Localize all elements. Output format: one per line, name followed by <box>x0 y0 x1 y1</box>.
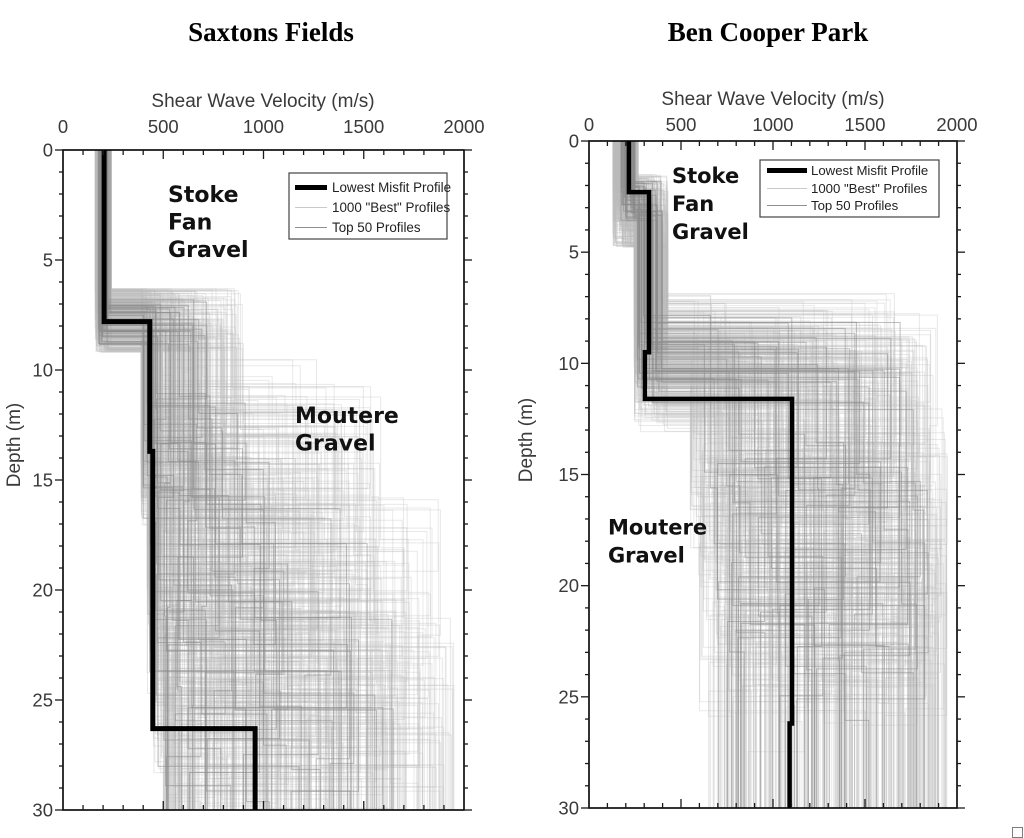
y-tick-label: 0 <box>43 140 53 161</box>
legend-entry-label: Top 50 Profiles <box>811 198 899 213</box>
y-tick-label: 25 <box>558 686 579 707</box>
y-tick-label: 20 <box>558 575 579 596</box>
best-1000-profiles <box>94 150 455 810</box>
x-axis-label: Shear Wave Velocity (m/s) <box>661 89 884 110</box>
legend: Lowest Misfit Profile 1000 "Best" Profile… <box>759 159 940 218</box>
legend-entry-label: 1000 "Best" Profiles <box>811 181 928 196</box>
chart-title: Saxtons Fields <box>188 17 354 47</box>
x-tick-label: 0 <box>584 114 594 135</box>
y-axis-label: Depth (m) <box>4 403 25 487</box>
y-tick-label: 30 <box>558 798 579 819</box>
legend-entry-label: 1000 "Best" Profiles <box>332 200 450 215</box>
annotation-stoke-fan-gravel: Stoke <box>168 183 238 208</box>
y-tick-label: 30 <box>32 800 53 821</box>
axis-ticks <box>581 140 965 809</box>
corner-checkbox[interactable] <box>1012 827 1023 838</box>
y-tick-label: 25 <box>32 690 53 711</box>
annotation-stoke-fan-gravel: Stoke <box>672 164 739 188</box>
x-tick-label: 500 <box>148 116 179 137</box>
annotation-stoke-fan-gravel: Fan <box>168 210 212 235</box>
y-tick-label: 10 <box>558 353 579 374</box>
legend-entry-label: Lowest Misfit Profile <box>811 163 928 178</box>
x-tick-label: 1000 <box>752 114 793 135</box>
annotation-moutere-gravel: Moutere <box>608 516 707 540</box>
x-tick-label: 500 <box>666 114 697 135</box>
annotation-moutere-gravel: Gravel <box>608 544 685 568</box>
annotation-stoke-fan-gravel: Gravel <box>672 220 749 244</box>
axis-ticks <box>55 149 472 811</box>
x-axis-label: Shear Wave Velocity (m/s) <box>151 91 374 112</box>
top-50-profiles <box>97 150 394 810</box>
lowest-misfit-profile-line <box>101 150 258 810</box>
lowest-misfit-profile-line <box>626 141 795 808</box>
y-tick-label: 5 <box>43 250 53 271</box>
chart-ben-cooper-park: 0 500 1000 1500 2000 0 5 10 15 20 25 30 Shear Wave V… <box>516 17 978 819</box>
legend-entry-label: Top 50 Profiles <box>332 220 421 235</box>
y-tick-label: 15 <box>32 470 53 491</box>
x-tick-label: 2000 <box>443 116 484 137</box>
y-tick-label: 15 <box>558 464 579 485</box>
y-tick-label: 5 <box>569 242 579 263</box>
legend-entry-label: Lowest Misfit Profile <box>332 180 451 195</box>
legend: Lowest Misfit Profile 1000 "Best" Profile… <box>288 172 451 240</box>
chart-saxtons-fields: 0 500 1000 1500 2000 0 5 10 15 20 25 30 Shear Wave V… <box>4 17 485 821</box>
y-axis-label: Depth (m) <box>516 398 537 482</box>
y-tick-label: 0 <box>569 131 579 152</box>
chart-title: Ben Cooper Park <box>668 17 869 47</box>
x-tick-label: 2000 <box>936 114 977 135</box>
annotation-stoke-fan-gravel: Fan <box>672 192 714 216</box>
y-tick-label: 20 <box>32 580 53 601</box>
x-tick-label: 1500 <box>844 114 885 135</box>
y-tick-label: 10 <box>32 360 53 381</box>
x-tick-label: 1500 <box>343 116 384 137</box>
annotation-stoke-fan-gravel: Gravel <box>168 238 249 263</box>
x-tick-label: 1000 <box>243 116 284 137</box>
top-50-profiles <box>620 141 929 808</box>
annotation-moutere-gravel: Gravel <box>295 431 376 456</box>
annotation-moutere-gravel: Moutere <box>295 404 399 429</box>
x-tick-label: 0 <box>58 116 68 137</box>
